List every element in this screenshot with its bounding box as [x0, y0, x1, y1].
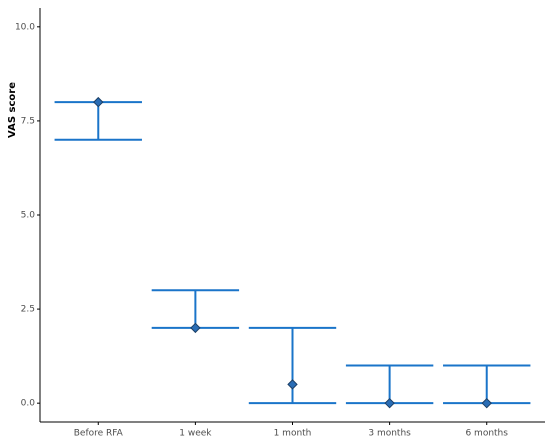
y-tick-label: 10.0	[15, 22, 35, 32]
median-marker	[93, 96, 104, 108]
x-tick-label: Before RFA	[74, 429, 124, 439]
x-tick-label: 6 months	[465, 429, 508, 439]
x-tick-label: 3 months	[368, 429, 411, 439]
y-tick-label: 2.5	[21, 305, 35, 315]
x-tick-label: 1 month	[274, 429, 312, 439]
median-marker	[481, 397, 492, 409]
median-marker	[190, 322, 201, 334]
median-marker	[287, 379, 298, 390]
y-tick-label: 0.0	[21, 399, 36, 409]
y-axis-label: VAS score	[7, 82, 18, 138]
x-tick-label: 1 week	[179, 429, 212, 439]
y-tick-label: 5.0	[21, 211, 36, 221]
y-tick-label: 7.5	[21, 116, 35, 126]
median-marker	[384, 397, 395, 409]
